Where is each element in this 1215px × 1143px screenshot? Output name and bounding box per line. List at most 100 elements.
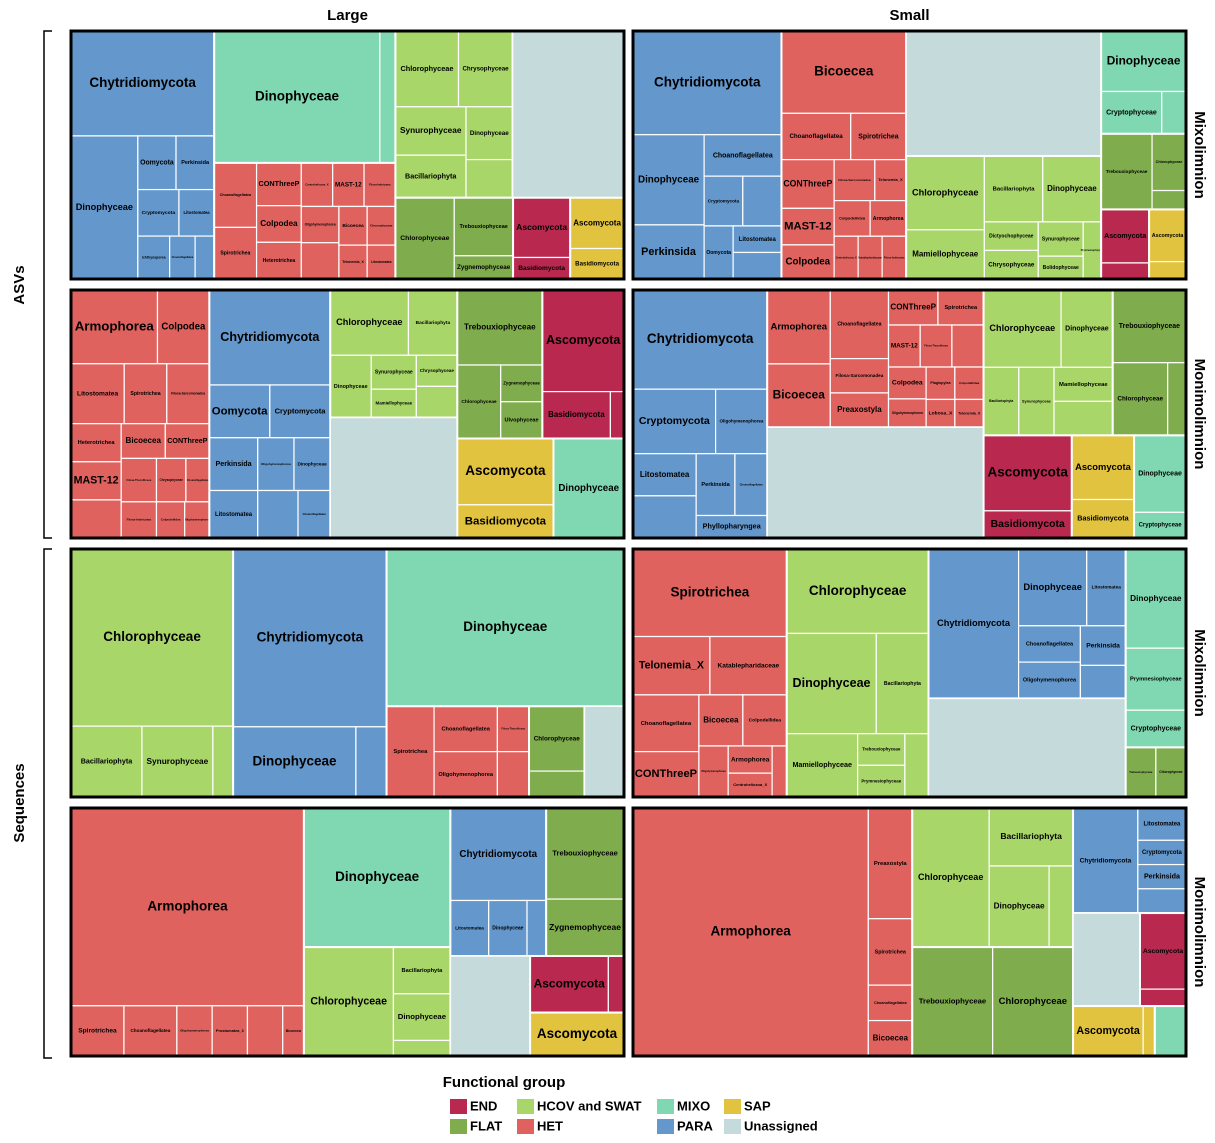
- tile: [988, 807, 1074, 867]
- tile: [703, 175, 744, 227]
- tile-label: Phyllopharyngea: [703, 522, 762, 531]
- tile: [1017, 548, 1088, 627]
- tile-label: Dinophyceae: [793, 676, 871, 690]
- tile: [370, 354, 417, 390]
- tile: [1100, 262, 1150, 280]
- panel-border: [69, 806, 626, 1058]
- tile: [1137, 839, 1187, 866]
- tile-label: Synurophyceae: [1042, 236, 1080, 242]
- tile-label: Mamiellophyceae: [792, 760, 852, 769]
- tile-label: Telonemia_X: [878, 177, 903, 182]
- tile-label: Trebouxiophyceae: [464, 323, 536, 332]
- tile: [1167, 362, 1187, 436]
- tile-label: Dinophyceae: [1138, 471, 1182, 478]
- tile-label: Katablepharidaceae: [718, 662, 780, 669]
- tile-label: Synurophyceae: [375, 370, 413, 376]
- tile-label: Chlorophyceae: [999, 996, 1067, 1007]
- panel-border: [69, 288, 626, 540]
- tile: [632, 635, 711, 696]
- tile-label: Preaxostyla: [874, 861, 908, 867]
- tile: [927, 697, 1127, 798]
- tile-label: Chlorophyceae: [534, 735, 581, 742]
- tile-label: Heterotrichea: [263, 258, 296, 264]
- tile-label: Filosa-Imbricatea: [369, 182, 391, 186]
- tile-label: Armophorea: [731, 756, 770, 763]
- tile: [1060, 289, 1114, 368]
- tile-label: Oomycota: [706, 250, 731, 256]
- tile-label: Chlorophyceae: [400, 235, 449, 242]
- tile-label: Bicoecea: [773, 388, 826, 402]
- tile: [1079, 664, 1127, 700]
- tile-label: Choanoflagellatea: [441, 726, 490, 732]
- tile: [850, 112, 907, 161]
- tile-label: Chlorophyceae: [1156, 160, 1183, 164]
- tile-label: Dinophyceae: [558, 483, 619, 494]
- tile-label: Armophorea: [75, 318, 155, 333]
- tile-label: Trebouxiophyceae: [1106, 169, 1148, 175]
- tile-label: Dinophyceae: [253, 753, 338, 768]
- tile-label: Chytridiomycota: [1080, 857, 1132, 864]
- tile: [632, 751, 700, 798]
- tile: [829, 358, 890, 394]
- tile: [951, 324, 985, 368]
- legend-label: FLAT: [470, 1118, 502, 1133]
- tile-label: Chlorophyceae: [918, 872, 983, 882]
- tile-label: Bicoecea: [873, 1033, 909, 1042]
- tile-label: CONThreeP: [783, 178, 832, 188]
- tile-label: Chytridiomycota: [89, 75, 196, 90]
- tile: [905, 30, 1102, 157]
- tile-label: Spirotrichea: [220, 251, 250, 257]
- tile: [709, 635, 788, 696]
- tile: [70, 423, 122, 463]
- tile-label: Colpodellidea: [959, 381, 979, 385]
- tile: [70, 363, 125, 425]
- tile-label: Cryptophyceae: [1106, 110, 1157, 117]
- legend-swatch: [657, 1099, 674, 1114]
- tile: [496, 751, 530, 798]
- tile-label: Bacillariophyta: [405, 172, 457, 180]
- tile: [632, 807, 869, 1057]
- tile-label: Trebouxiophyceae: [552, 849, 617, 858]
- tile: [1161, 90, 1187, 135]
- tile: [869, 200, 907, 237]
- tile: [511, 30, 625, 199]
- tile-label: Trebouxiophyceae: [1129, 770, 1153, 774]
- tile: [155, 457, 187, 503]
- tile: [456, 289, 543, 366]
- tile: [786, 733, 859, 798]
- tile: [178, 188, 215, 237]
- tile-label: Basidiomycota: [575, 260, 619, 267]
- tile: [166, 363, 210, 425]
- tile-label: Litostomatea: [184, 210, 211, 215]
- tile-label: Filosa-Sarcomonadea: [838, 178, 871, 182]
- tile-label: Bicoecea: [703, 716, 739, 725]
- tile: [766, 426, 985, 539]
- tile-label: Dinophyceae: [1130, 594, 1182, 603]
- tile-label: Litostomatea: [1143, 822, 1181, 828]
- tile-label: Basidiomycota: [991, 519, 1065, 530]
- tile: [1100, 30, 1187, 93]
- tile: [385, 548, 625, 707]
- tile: [392, 1039, 451, 1057]
- tile: [1154, 1005, 1187, 1057]
- tile: [954, 398, 985, 428]
- tile-label: Armophorea: [711, 924, 792, 939]
- tile: [255, 162, 302, 207]
- tile: [394, 106, 467, 156]
- tile-label: Choanoflagellatea: [713, 152, 773, 159]
- tile: [457, 30, 514, 108]
- tile: [742, 175, 783, 227]
- tile-label: Chrysophyceae: [420, 368, 455, 373]
- tile-label: Dinophyceae: [334, 384, 368, 390]
- tile-label: Zygnemophyceae: [503, 381, 540, 386]
- tile-label: Perkinsida: [1086, 642, 1120, 649]
- tile-label: Colpodellidea: [161, 518, 181, 522]
- tile: [1137, 888, 1187, 914]
- tile-label: Perkinsida: [641, 246, 697, 258]
- tile: [829, 392, 890, 428]
- tile-label: Oligohymenophorea: [185, 519, 210, 522]
- panel-border: [631, 547, 1188, 799]
- tile-label: Chlorophyceae: [400, 64, 453, 73]
- tile-label: Colpodea: [161, 321, 206, 332]
- tile-label: Chytridiomycota: [647, 331, 754, 346]
